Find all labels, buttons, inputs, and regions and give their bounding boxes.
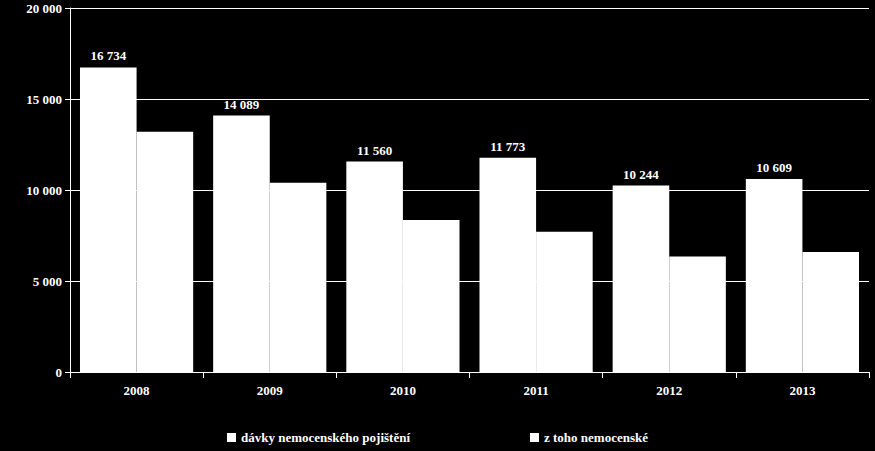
svg-text:16 734: 16 734	[90, 48, 126, 63]
svg-text:0: 0	[56, 365, 63, 380]
svg-text:14 089: 14 089	[224, 97, 260, 112]
svg-text:15 000: 15 000	[26, 92, 62, 107]
svg-text:z toho nemocenské: z toho nemocenské	[544, 430, 648, 445]
svg-text:5 000: 5 000	[33, 274, 62, 289]
svg-text:2011: 2011	[523, 383, 548, 398]
svg-text:10 244: 10 244	[623, 167, 659, 182]
svg-text:11 560: 11 560	[357, 143, 392, 158]
svg-text:2013: 2013	[789, 383, 816, 398]
svg-text:20 000: 20 000	[26, 1, 62, 16]
svg-text:2008: 2008	[124, 383, 151, 398]
svg-text:2012: 2012	[656, 383, 682, 398]
svg-text:10 609: 10 609	[756, 160, 792, 175]
svg-text:dávky nemocenského pojištění: dávky nemocenského pojištění	[241, 430, 410, 445]
svg-text:10 000: 10 000	[26, 183, 62, 198]
svg-text:11 773: 11 773	[490, 139, 526, 154]
svg-text:2010: 2010	[390, 383, 416, 398]
svg-text:2009: 2009	[257, 383, 284, 398]
